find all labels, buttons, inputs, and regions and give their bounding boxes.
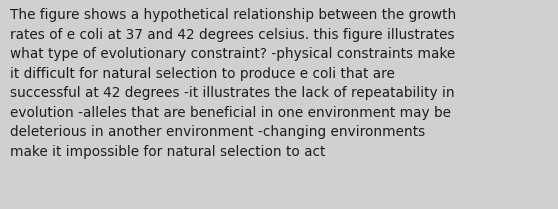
- Text: The figure shows a hypothetical relationship between the growth
rates of e coli : The figure shows a hypothetical relation…: [10, 8, 456, 159]
